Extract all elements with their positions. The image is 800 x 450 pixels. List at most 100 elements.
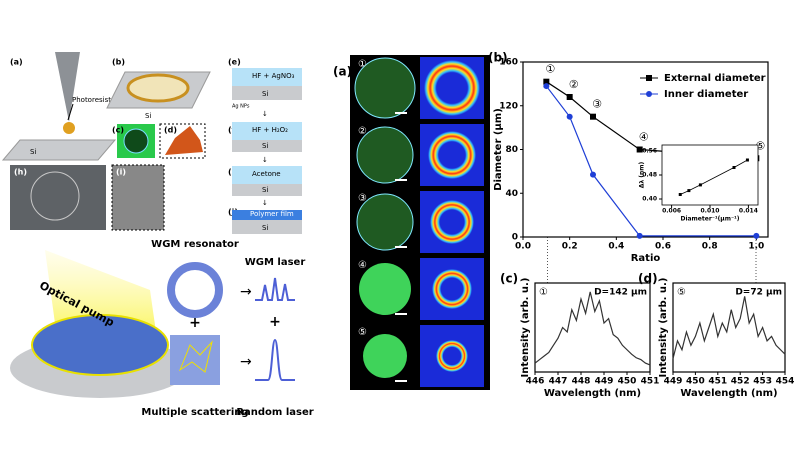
random-spectrum bbox=[255, 338, 295, 381]
y-tick-label: 0.56 bbox=[642, 148, 657, 155]
point bbox=[687, 189, 691, 193]
point bbox=[636, 232, 643, 239]
label: WGM laser bbox=[245, 257, 306, 268]
arrow: → bbox=[240, 284, 252, 300]
point bbox=[543, 78, 550, 85]
annotation: D=72 μm bbox=[735, 288, 782, 298]
x-tick-label: 450 bbox=[618, 377, 637, 387]
point-label: ② bbox=[569, 78, 579, 91]
polymer-film bbox=[232, 210, 302, 220]
row-number: ④ bbox=[358, 260, 367, 271]
point-label: ⑤ bbox=[755, 139, 765, 152]
panel-label: (c) bbox=[112, 126, 124, 135]
scale-bar bbox=[395, 313, 407, 315]
point bbox=[590, 113, 596, 120]
photoresist-drop bbox=[63, 122, 75, 134]
x-tick-label: 446 bbox=[526, 377, 545, 387]
point bbox=[753, 232, 760, 239]
pl-image bbox=[363, 334, 407, 378]
x-tick-label: 0.0 bbox=[515, 242, 531, 252]
spectrum-number: ⑤ bbox=[677, 287, 686, 298]
arrow: → bbox=[240, 354, 252, 370]
scattering-path bbox=[178, 340, 213, 373]
x-tick-label: 453 bbox=[753, 377, 772, 387]
label: Si bbox=[30, 148, 36, 156]
point bbox=[678, 193, 682, 196]
disk bbox=[31, 314, 169, 376]
point-label: ④ bbox=[639, 131, 649, 144]
panel-label: (i) bbox=[116, 168, 126, 177]
panel-label: (a) bbox=[333, 65, 352, 79]
x-tick-label: 0.010 bbox=[701, 208, 720, 215]
x-tick-label: 452 bbox=[731, 377, 750, 387]
scale-bar bbox=[395, 246, 407, 248]
point-label: ③ bbox=[592, 98, 602, 111]
x-tick-label: 451 bbox=[708, 377, 727, 387]
x-tick-label: 449 bbox=[595, 377, 614, 387]
arrow: ↓ bbox=[262, 156, 268, 164]
point bbox=[745, 158, 749, 162]
label: Photoresist bbox=[72, 96, 111, 104]
point bbox=[590, 171, 596, 178]
row-number: ③ bbox=[358, 193, 367, 204]
scattering-medium bbox=[170, 335, 220, 385]
row-number: ⑤ bbox=[358, 327, 367, 338]
pointer bbox=[67, 103, 74, 121]
point-label: ① bbox=[545, 63, 555, 76]
y-axis-label: Δλ (nm) bbox=[639, 161, 646, 188]
y-tick-label: 80 bbox=[505, 145, 518, 155]
solution bbox=[232, 122, 302, 140]
x-axis-label: Ratio bbox=[631, 253, 661, 264]
label: HF + AgNO₃ bbox=[252, 72, 295, 80]
sem-zoom bbox=[111, 164, 165, 231]
x-tick-label: 0.014 bbox=[739, 208, 758, 215]
row-number: ① bbox=[358, 59, 367, 70]
ring bbox=[167, 262, 223, 318]
panel-label: (b) bbox=[488, 51, 508, 65]
pl-image bbox=[359, 263, 411, 315]
label: Si bbox=[262, 142, 268, 150]
solution bbox=[232, 166, 302, 184]
pl-image bbox=[354, 57, 416, 119]
legend-label: Inner diameter bbox=[664, 89, 748, 100]
silicon bbox=[232, 220, 302, 234]
silicon bbox=[232, 140, 302, 152]
scale-bar bbox=[395, 380, 407, 382]
scale-bar bbox=[395, 112, 407, 114]
x-tick-label: 0.2 bbox=[562, 242, 578, 252]
label: Si bbox=[262, 186, 268, 194]
x-tick-label: 449 bbox=[664, 377, 683, 387]
legend-marker bbox=[646, 91, 652, 97]
sem-disk bbox=[30, 171, 80, 221]
spectrum-number: ① bbox=[539, 287, 548, 298]
y-tick-label: 0.48 bbox=[642, 172, 657, 179]
solution bbox=[232, 68, 302, 86]
legend-label: External diameter bbox=[664, 73, 766, 84]
label: Multiple scattering bbox=[141, 407, 248, 418]
x-tick-label: 450 bbox=[686, 377, 705, 387]
annotation: D=142 μm bbox=[594, 288, 647, 298]
mode-ring bbox=[430, 200, 474, 244]
row-number: ② bbox=[358, 126, 367, 137]
substrate bbox=[1, 139, 117, 161]
panel-label: (a) bbox=[10, 58, 23, 67]
sem-image bbox=[10, 165, 106, 230]
y-tick-label: 160 bbox=[499, 58, 518, 68]
x-axis-label: Diameter⁻¹(μm⁻¹) bbox=[680, 216, 739, 223]
y-tick-label: 120 bbox=[499, 101, 518, 111]
panel-label: (d) bbox=[164, 126, 177, 135]
point bbox=[566, 113, 573, 120]
x-tick-label: 448 bbox=[572, 377, 591, 387]
y-tick-label: 0.40 bbox=[642, 196, 657, 203]
afm-profile bbox=[165, 126, 203, 155]
mode-ring bbox=[436, 340, 468, 372]
x-tick-label: 0.006 bbox=[662, 208, 681, 215]
x-tick-label: 454 bbox=[776, 377, 795, 387]
x-tick-label: 0.6 bbox=[655, 242, 671, 252]
inset-bg bbox=[662, 145, 758, 205]
wgm-spectrum bbox=[255, 277, 295, 301]
point bbox=[636, 146, 643, 153]
silicon bbox=[232, 184, 302, 196]
panel-label: (b) bbox=[112, 58, 125, 67]
